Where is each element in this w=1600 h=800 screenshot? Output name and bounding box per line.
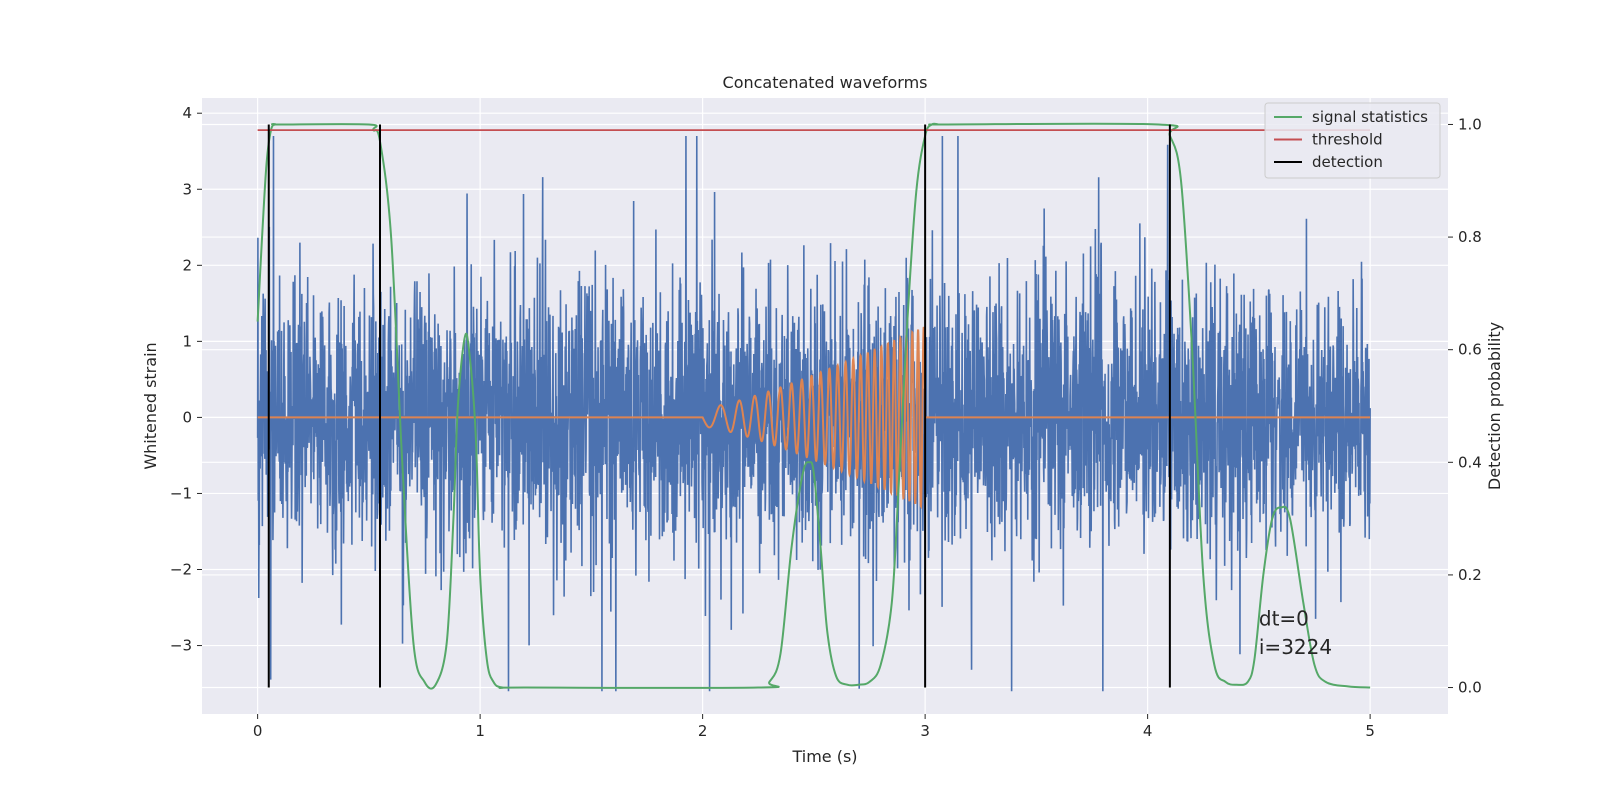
x-tick-label: 5 (1365, 722, 1375, 740)
legend-box (1264, 102, 1441, 179)
y-tick-label-right: 1.0 (1458, 115, 1482, 133)
chart-title: Concatenated waveforms (723, 73, 928, 92)
y-tick-label-left: −3 (170, 637, 192, 655)
legend: signal statistics threshold detection (1264, 102, 1441, 179)
y-tick-label-left: −1 (170, 484, 192, 502)
y-tick-label-left: −2 (170, 561, 192, 579)
legend-label: threshold (1312, 131, 1383, 149)
x-tick-label: 3 (920, 722, 930, 740)
annotation-text: dt=0 (1259, 607, 1309, 631)
x-tick-label: 1 (475, 722, 485, 740)
x-tick-label: 4 (1143, 722, 1153, 740)
y-tick-label-right: 0.4 (1458, 453, 1482, 471)
annotation-text: i=3224 (1259, 635, 1332, 659)
y-axis-label-right: Detection probability (1485, 322, 1504, 490)
y-tick-label-left: 1 (182, 332, 192, 350)
legend-label: signal statistics (1312, 108, 1428, 126)
y-tick-label-right: 0.8 (1458, 228, 1482, 246)
x-axis-label: Time (s) (791, 747, 857, 766)
series-chirp-line (257, 326, 1371, 510)
y-axis-label-left: Whitened strain (141, 342, 160, 469)
x-tick-label: 2 (698, 722, 708, 740)
y-tick-label-left: 2 (182, 256, 192, 274)
y-tick-label-right: 0.2 (1458, 566, 1482, 584)
x-tick-label: 0 (253, 722, 263, 740)
y-tick-label-left: 3 (182, 180, 192, 198)
y-tick-label-left: 4 (182, 104, 192, 122)
y-tick-label-right: 0.6 (1458, 341, 1482, 359)
axes-layer: 0 1 2 3 4 5 −3 −2 −1 0 1 2 3 4 0.0 0.2 0.4 0.6 0.8 1.0 (170, 104, 1482, 740)
series-signal-statistics-line (256, 122, 1371, 690)
legend-label: detection (1312, 153, 1383, 171)
annotation-layer: dt=0 i=3224 (1259, 607, 1332, 659)
data-layer (256, 122, 1371, 692)
y-tick-label-left: 0 (182, 408, 192, 426)
y-tick-label-right: 0.0 (1458, 679, 1482, 697)
